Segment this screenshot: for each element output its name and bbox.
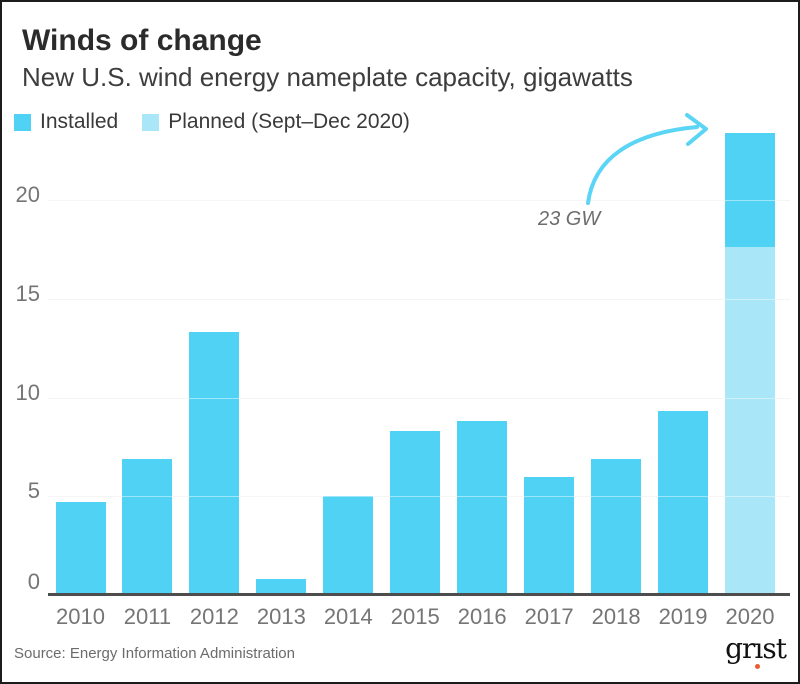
bar-segment-2019: [658, 411, 709, 595]
gridline: [48, 200, 790, 201]
bar-segment-2017: [524, 476, 575, 595]
bar-segment-2014: [323, 496, 374, 595]
x-axis-line: [48, 593, 790, 596]
x-tick-label: 2019: [658, 604, 708, 629]
page-title: Winds of change: [22, 24, 262, 57]
legend-label-installed: Installed: [40, 110, 119, 133]
gridline-overlay: [48, 496, 790, 498]
legend-label-planned: Planned (Sept–Dec 2020): [168, 110, 410, 133]
logo-text: gr: [725, 632, 755, 665]
bar-segment-2013: [256, 579, 307, 595]
x-tick-label: 2011: [123, 604, 172, 629]
gridline: [48, 298, 790, 300]
logo-dotless-i: ı: [754, 632, 763, 669]
logo-text: st: [762, 632, 787, 665]
x-tick-label: 2017: [524, 604, 574, 629]
legend-item-installed: Installed: [14, 110, 118, 134]
bar-segment-2020: [725, 132, 775, 248]
x-tick-label: 2014: [323, 604, 373, 629]
x-tick-label: 2018: [591, 604, 641, 629]
x-tick-label: 2013: [256, 604, 306, 629]
installed-swatch-icon: [14, 113, 31, 131]
legend-item-planned: Planned (Sept–Dec 2020): [142, 110, 410, 134]
annotation-label: 23 GW: [538, 208, 601, 230]
gridline-overlay: [48, 298, 790, 300]
planned-swatch-icon: [142, 113, 160, 131]
source-note: Source: Energy Information Administratio…: [14, 645, 295, 662]
x-tick-label: 2012: [189, 604, 239, 629]
bar-segment-2015: [390, 431, 441, 595]
y-tick-label: 15: [15, 280, 40, 306]
y-tick-label: 20: [15, 182, 40, 207]
x-tick-label: 2016: [457, 604, 507, 629]
bar-segment-2010: [55, 502, 106, 595]
legend: Installed Planned (Sept–Dec 2020): [14, 110, 434, 134]
gridline-overlay: [48, 397, 790, 399]
grist-logo: grıst: [725, 632, 787, 669]
bar-segment-2016: [457, 421, 508, 595]
page-subtitle: New U.S. wind energy nameplate capacity,…: [22, 62, 633, 92]
y-tick-label: 5: [27, 478, 40, 504]
y-tick-label: 0: [27, 569, 40, 594]
x-tick-label: 2010: [56, 604, 105, 629]
x-tick-label: 2020: [725, 604, 775, 629]
bar-segment-2011: [122, 458, 173, 595]
bar-segment-2020: [725, 247, 775, 595]
gridline-overlay: [48, 200, 790, 201]
bar-segment-2018: [591, 458, 642, 595]
y-tick-label: 10: [15, 379, 40, 405]
bar-segment-2012: [189, 332, 240, 595]
x-tick-label: 2015: [390, 604, 440, 629]
gridline: [48, 397, 790, 399]
